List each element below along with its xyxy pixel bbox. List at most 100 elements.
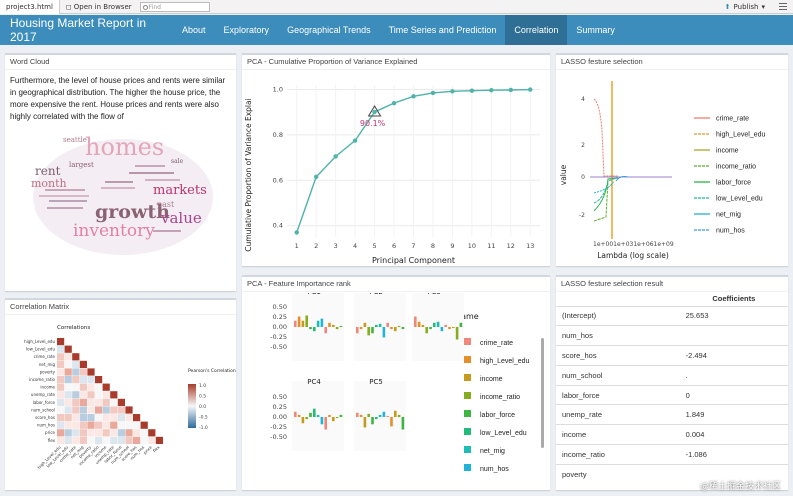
corr-cell — [64, 345, 72, 353]
app-title: Housing Market Report in 2017 — [10, 16, 147, 44]
lasso-title: LASSO festure selection — [556, 55, 788, 70]
watermark: @稀土掘金技术社区 — [699, 482, 781, 492]
corr-cell — [110, 429, 118, 437]
y-tick-label: -0.25 — [270, 333, 287, 341]
bar — [324, 417, 327, 430]
legend-label: labor_force — [480, 412, 515, 419]
word-past: past — [157, 200, 175, 209]
data-point — [450, 89, 455, 94]
tab-about[interactable]: About — [182, 25, 206, 35]
corr-cell — [64, 436, 72, 444]
coef-var: (Intercept) — [556, 305, 680, 326]
corr-cell — [110, 391, 118, 399]
bar — [320, 417, 324, 425]
lasso-path-chart: value 4 2 0 -2 1e+001e+031e+061e+09 Lamb… — [559, 81, 766, 260]
corr-col-label: price — [142, 444, 153, 455]
bar — [313, 408, 316, 417]
bar — [305, 417, 308, 420]
lasso-ytick: -2 — [579, 212, 585, 219]
y-tick-label: -0.50 — [270, 433, 287, 441]
bar — [378, 414, 382, 417]
bar — [452, 327, 455, 329]
corr-row-label: labor_force — [33, 400, 56, 405]
tab-summary[interactable]: Summary — [576, 25, 615, 35]
coef-var: income — [556, 424, 680, 445]
bar — [316, 320, 320, 327]
x-tick-label: 6 — [392, 242, 396, 250]
corr-legend-tick: 1.0 — [199, 383, 206, 389]
data-point — [469, 88, 475, 93]
bar — [459, 322, 463, 327]
open-in-browser-button[interactable]: ◻ Open in Browser — [60, 0, 138, 14]
corr-cell — [72, 398, 80, 406]
word-seattle: seattle — [63, 136, 87, 144]
menu-icon[interactable] — [779, 3, 787, 10]
scrollbar[interactable] — [541, 338, 544, 448]
data-point — [430, 90, 436, 96]
bar — [382, 327, 386, 338]
bar — [440, 327, 444, 332]
file-tab[interactable]: project3.html — [0, 0, 60, 14]
correlation-heatmap: Correlations high_Level_eduhigh_Level_ed… — [24, 325, 236, 470]
corr-cell — [140, 436, 148, 444]
bar — [390, 327, 393, 330]
corr-cell — [72, 353, 80, 361]
corr-cell — [102, 391, 110, 399]
feat-legend-title: name — [456, 312, 479, 321]
bar — [320, 318, 324, 327]
corr-cell — [117, 421, 125, 429]
corr-cell — [57, 368, 65, 376]
bar — [375, 417, 378, 420]
coef-var: unemp_rate — [556, 404, 680, 425]
publish-button[interactable]: ⬆ Publish ▾ — [725, 0, 765, 14]
chevron-down-icon: ▾ — [761, 3, 765, 11]
y-tick-label: -0.50 — [270, 343, 287, 351]
corr-cell — [57, 345, 65, 353]
legend-label: income_ratio — [716, 164, 756, 171]
corr-cell — [117, 436, 125, 444]
bar — [305, 315, 308, 327]
corr-cell — [110, 436, 118, 444]
data-point — [372, 109, 377, 115]
lasso-paths — [590, 81, 672, 239]
corr-cell — [87, 383, 95, 391]
table-row: income_ratio -1.086 — [556, 444, 788, 465]
corr-cell — [64, 383, 72, 391]
tab-time-series[interactable]: Time Series and Prediction — [388, 25, 497, 35]
data-point — [391, 100, 397, 106]
find-input[interactable]: Find — [139, 1, 210, 12]
corr-cell — [79, 406, 87, 414]
corr-cell — [95, 421, 103, 429]
coef-var: num_hos — [556, 325, 680, 346]
y-tick-label: 0.00 — [273, 323, 287, 331]
bar — [429, 327, 432, 330]
corr-cell — [57, 383, 65, 391]
corr-cell — [72, 429, 80, 437]
word-largest: largest — [69, 161, 94, 169]
legend-label: crime_rate — [480, 340, 513, 347]
feature-importance-box: PCA - Feature Importance rank name crime… — [242, 275, 550, 490]
legend-label: labor_force — [716, 180, 751, 187]
legend-label: income_ratio — [480, 394, 520, 401]
corr-cell — [95, 376, 103, 384]
coef-value: -2.494 — [679, 345, 788, 366]
tab-exploratory[interactable]: Exploratory — [223, 25, 270, 35]
corr-col-label: flex — [152, 444, 161, 453]
corr-cell — [125, 436, 133, 444]
coef-var: poverty — [556, 463, 680, 485]
tab-geographical-trends[interactable]: Geographical Trends — [287, 25, 371, 35]
browser-toolbar: project3.html ◻ Open in Browser Find ⬆ Pub… — [0, 0, 793, 14]
corr-cell — [87, 406, 95, 414]
tab-correlation[interactable]: Correlation — [505, 15, 568, 45]
corr-cell — [125, 429, 133, 437]
corr-cell — [79, 421, 87, 429]
bar — [313, 327, 316, 332]
word-inventory: inventory — [73, 221, 155, 241]
coef-var: labor_force — [556, 384, 680, 405]
corr-cell — [102, 429, 110, 437]
lasso-yticks: 4 2 0 -2 — [579, 96, 585, 219]
bar — [339, 325, 343, 327]
corr-cell — [72, 436, 80, 444]
publish-icon: ⬆ — [724, 3, 731, 11]
